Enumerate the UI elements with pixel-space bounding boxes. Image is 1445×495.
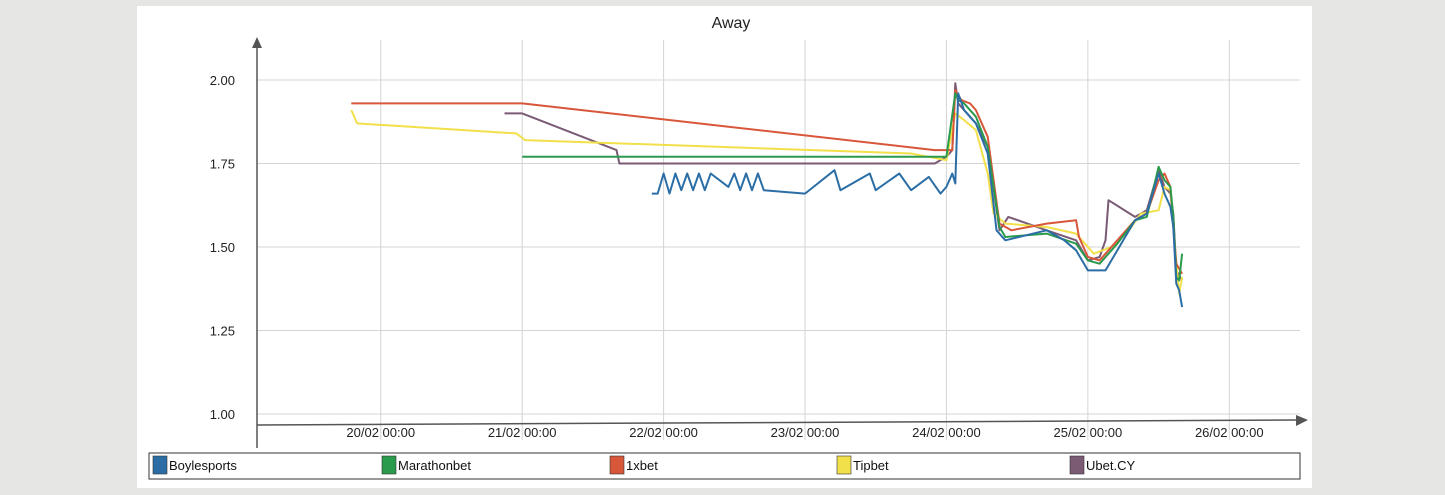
x-axis bbox=[256, 419, 1299, 426]
chart-title: Away bbox=[712, 15, 751, 32]
legend-swatch bbox=[836, 455, 852, 475]
y-tick-label: 1.00 bbox=[210, 407, 235, 422]
y-axis-arrow-icon bbox=[252, 37, 262, 48]
legend-swatch bbox=[152, 455, 168, 475]
x-tick-label: 24/02 00:00 bbox=[912, 425, 981, 440]
x-axis-ticks: 20/02 00:00 21/02 00:00 22/02 00:00 23/02 0… bbox=[346, 425, 1263, 440]
series-line-boylesports bbox=[651, 92, 1184, 308]
x-tick-label: 22/02 00:00 bbox=[629, 425, 698, 440]
legend-item-boylesports[interactable]: Boylesports bbox=[152, 455, 237, 475]
legend[interactable]: Boylesports Marathonbet 1xbet Tipbet Ubet.CY bbox=[148, 452, 1301, 480]
y-tick-label: 1.75 bbox=[210, 157, 235, 172]
legend-label: Tipbet bbox=[853, 458, 889, 473]
legend-item-marathonbet[interactable]: Marathonbet bbox=[381, 455, 471, 475]
series-line-ubet-cy bbox=[504, 82, 1183, 281]
x-tick-label: 20/02 00:00 bbox=[346, 425, 415, 440]
legend-item-tipbet[interactable]: Tipbet bbox=[836, 455, 889, 475]
x-tick-label: 25/02 00:00 bbox=[1054, 425, 1123, 440]
y-tick-label: 1.50 bbox=[210, 240, 235, 255]
legend-label: 1xbet bbox=[626, 458, 658, 473]
plot-area bbox=[350, 82, 1184, 308]
legend-swatch bbox=[609, 455, 625, 475]
x-tick-label: 21/02 00:00 bbox=[488, 425, 557, 440]
series-line-tipbet bbox=[350, 109, 1184, 295]
legend-item-1xbet[interactable]: 1xbet bbox=[609, 455, 658, 475]
series-line-1xbet bbox=[351, 89, 1183, 275]
x-tick-label: 26/02 00:00 bbox=[1195, 425, 1264, 440]
y-axis-ticks: 1.00 1.25 1.50 1.75 2.00 bbox=[210, 73, 235, 422]
x-tick-label: 23/02 00:00 bbox=[771, 425, 840, 440]
axes bbox=[252, 37, 1308, 448]
grid bbox=[257, 40, 1300, 440]
legend-label: Marathonbet bbox=[398, 458, 471, 473]
y-tick-label: 2.00 bbox=[210, 73, 235, 88]
legend-label: Ubet.CY bbox=[1086, 458, 1135, 473]
legend-swatch bbox=[1069, 455, 1085, 475]
x-axis-arrow-icon bbox=[1296, 415, 1308, 426]
y-tick-label: 1.25 bbox=[210, 324, 235, 339]
legend-swatch bbox=[381, 455, 397, 475]
legend-label: Boylesports bbox=[169, 458, 237, 473]
legend-box bbox=[148, 452, 1301, 480]
legend-item-ubet-cy[interactable]: Ubet.CY bbox=[1069, 455, 1135, 475]
